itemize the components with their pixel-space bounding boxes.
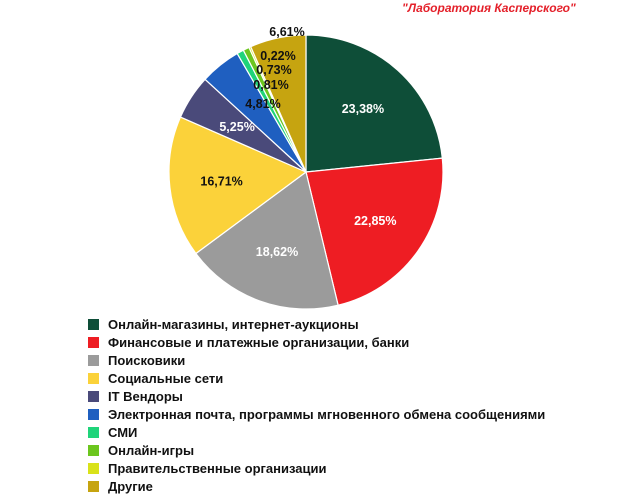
legend-item-5: IT Вендоры <box>88 387 545 405</box>
pie-slice-2 <box>305 157 444 306</box>
legend-label-6: Электронная почта, программы мгновенного… <box>108 406 546 422</box>
legend-swatch-2 <box>88 336 99 348</box>
legend-label-9: Правительственные организации <box>108 460 327 476</box>
legend-item-1: Онлайн-магазины, интернет-аукционы <box>88 315 545 333</box>
legend-swatch-7 <box>88 426 99 438</box>
slice-label-3: 18,62% <box>256 245 298 259</box>
legend-swatch-1 <box>88 318 99 330</box>
legend-label-3: Поисковики <box>108 352 186 368</box>
legend-swatch-10 <box>88 480 99 492</box>
legend-item-7: СМИ <box>88 423 545 441</box>
pie-chart: 23,38%22,85%18,62%16,71%5,25%4,81%0,81%0… <box>168 25 444 310</box>
legend-swatch-4 <box>88 372 99 384</box>
slice-label-2: 22,85% <box>354 214 396 228</box>
legend-label-2: Финансовые и платежные организации, банк… <box>108 334 410 350</box>
slice-label-10: 6,61% <box>269 25 304 39</box>
legend-item-9: Правительственные организации <box>88 459 545 477</box>
pie-slice-4 <box>168 116 308 255</box>
legend-item-2: Финансовые и платежные организации, банк… <box>88 333 545 351</box>
legend-label-7: СМИ <box>108 424 138 440</box>
pie-slice-3 <box>195 170 339 310</box>
legend-label-5: IT Вендоры <box>108 388 183 404</box>
legend-swatch-5 <box>88 390 99 402</box>
slice-label-1: 23,38% <box>342 102 384 116</box>
slice-label-7: 0,81% <box>253 78 288 92</box>
legend-item-4: Социальные сети <box>88 369 545 387</box>
legend-label-8: Онлайн-игры <box>108 442 195 458</box>
legend-item-10: Другие <box>88 477 545 495</box>
slice-label-9: 0,22% <box>260 49 295 63</box>
pie-slice-1 <box>305 34 443 173</box>
pie-slice-10 <box>249 34 307 173</box>
legend-item-8: Онлайн-игры <box>88 441 545 459</box>
legend-swatch-8 <box>88 444 99 456</box>
source-label: "Лаборатория Касперского" <box>402 1 576 15</box>
slice-label-4: 16,71% <box>200 175 242 189</box>
slice-label-5: 5,25% <box>219 120 254 134</box>
slice-label-8: 0,73% <box>256 63 291 77</box>
slice-label-6: 4,81% <box>245 97 280 111</box>
legend-swatch-9 <box>88 462 99 474</box>
legend-swatch-3 <box>88 354 99 366</box>
legend-item-6: Электронная почта, программы мгновенного… <box>88 405 545 423</box>
legend-label-10: Другие <box>108 478 153 494</box>
legend: Онлайн-магазины, интернет-аукционы Финанс… <box>88 315 545 495</box>
legend-swatch-6 <box>88 408 99 420</box>
legend-item-3: Поисковики <box>88 351 545 369</box>
legend-label-1: Онлайн-магазины, интернет-аукционы <box>108 316 359 332</box>
legend-label-4: Социальные сети <box>108 370 224 386</box>
